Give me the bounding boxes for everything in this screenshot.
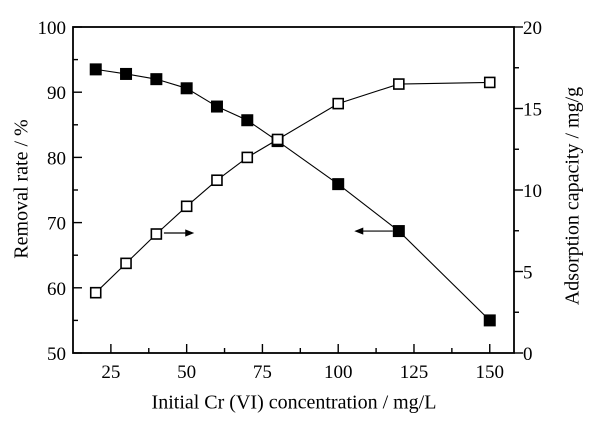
series-line-removal-rate — [95, 68, 491, 321]
y-right-tick-label: 10 — [523, 181, 542, 202]
y-left-tick-label: 90 — [47, 83, 66, 104]
y-left-tick-label: 50 — [47, 344, 66, 365]
y-axis-title-left: Removal rate / % — [10, 119, 33, 259]
data-point-open-square — [120, 257, 132, 270]
x-axis-tick-label: 100 — [324, 362, 353, 383]
data-point-open-square — [211, 174, 223, 187]
data-point-open-square — [483, 76, 496, 89]
data-point-filled-square — [241, 114, 254, 127]
data-point-filled-square — [120, 67, 133, 80]
series-line-adsorption-capacity — [95, 81, 490, 294]
x-axis-tick-label: 25 — [101, 362, 120, 383]
data-point-open-square — [241, 151, 254, 164]
data-point-open-square — [150, 228, 163, 240]
y-left-tick-label: 70 — [47, 214, 66, 235]
data-point-open-square — [89, 286, 102, 299]
data-point-filled-square — [392, 225, 405, 238]
x-axis-tick-label: 125 — [400, 362, 429, 383]
arrow-to-right-axis-icon — [185, 229, 195, 237]
data-point-filled-square — [150, 73, 163, 86]
data-point-filled-square — [180, 82, 193, 95]
data-point-open-square — [271, 133, 284, 146]
data-point-open-square — [393, 78, 405, 90]
y-left-tick-label: 80 — [47, 148, 66, 169]
data-point-filled-square — [483, 314, 496, 327]
y-axis-title-right: Adsorption capacity / mg/g — [561, 86, 584, 306]
arrow-to-left-axis-icon — [354, 227, 364, 235]
x-axis-tick-label: 50 — [177, 362, 196, 383]
plot-frame — [72, 26, 515, 354]
x-axis-tick-label: 150 — [476, 362, 505, 383]
data-point-filled-square — [89, 63, 102, 76]
x-axis-title: Initial Cr (VI) concentration / mg/L — [151, 391, 437, 414]
y-right-tick-label: 15 — [523, 100, 542, 121]
y-right-tick-label: 5 — [523, 263, 533, 284]
x-axis-tick-label: 75 — [253, 362, 272, 383]
data-point-open-square — [180, 200, 193, 213]
data-point-filled-square — [332, 178, 345, 191]
y-right-tick-label: 0 — [523, 344, 533, 365]
y-right-tick-label: 20 — [523, 18, 542, 39]
data-point-open-square — [332, 97, 345, 110]
y-left-tick-label: 100 — [38, 18, 67, 39]
data-point-filled-square — [210, 100, 223, 113]
y-left-tick-label: 60 — [47, 279, 66, 300]
